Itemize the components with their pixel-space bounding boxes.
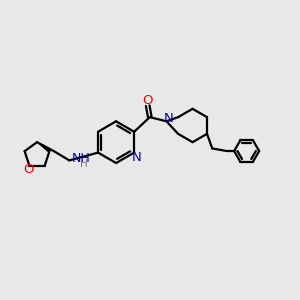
Polygon shape: [37, 142, 50, 152]
Text: N: N: [132, 151, 142, 164]
Text: O: O: [23, 163, 34, 176]
Text: H: H: [80, 159, 87, 169]
Text: NH: NH: [72, 152, 91, 165]
Text: N: N: [164, 112, 173, 125]
Text: O: O: [142, 94, 153, 107]
